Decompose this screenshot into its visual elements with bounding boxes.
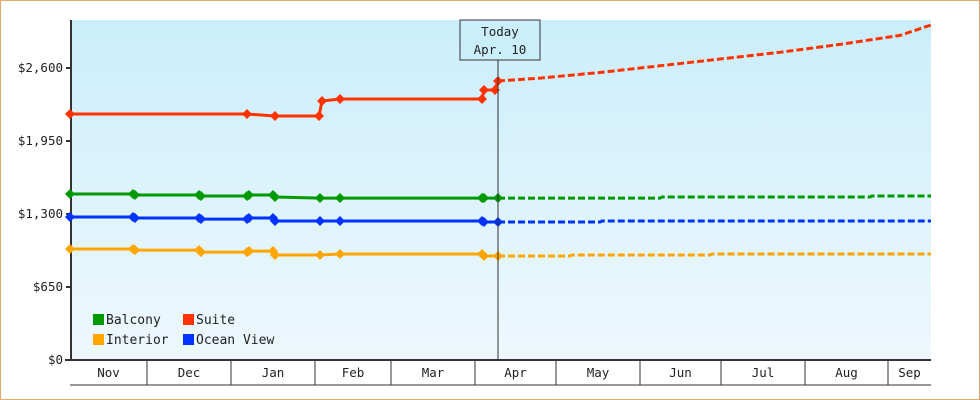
data-point[interactable] — [270, 192, 280, 203]
data-point[interactable] — [317, 96, 327, 107]
data-point[interactable] — [479, 193, 489, 204]
data-point[interactable] — [65, 109, 75, 120]
data-point[interactable] — [335, 248, 345, 259]
plot-area — [71, 20, 931, 360]
forecast-line — [498, 252, 931, 258]
today-label: Today — [481, 24, 519, 39]
legend-swatch-icon — [183, 334, 194, 345]
legend-swatch-icon — [93, 314, 104, 325]
data-point[interactable] — [244, 246, 254, 257]
series-ocean-view — [65, 212, 931, 227]
data-point[interactable] — [315, 249, 325, 260]
data-point[interactable] — [270, 215, 280, 226]
month-label-apr: Apr — [504, 365, 527, 380]
data-point[interactable] — [244, 190, 254, 201]
month-label-aug: Aug — [835, 365, 858, 380]
month-label-jun: Jun — [669, 365, 692, 380]
y-tick-label: $1,300 — [18, 206, 63, 221]
data-point[interactable] — [315, 193, 325, 204]
legend-item-balcony[interactable]: Balcony — [93, 313, 161, 328]
data-point[interactable] — [335, 93, 345, 104]
forecast-line — [498, 194, 931, 200]
data-point[interactable] — [196, 191, 206, 202]
data-point[interactable] — [479, 85, 489, 96]
data-point[interactable] — [242, 109, 252, 120]
data-point[interactable] — [479, 216, 489, 227]
y-tick-label: $1,950 — [18, 133, 63, 148]
data-point[interactable] — [477, 93, 487, 104]
month-label-jan: Jan — [262, 365, 285, 380]
data-point[interactable] — [335, 193, 345, 204]
data-point[interactable] — [65, 212, 75, 223]
forecast-line — [497, 23, 932, 83]
data-point[interactable] — [335, 215, 345, 226]
month-label-may: May — [587, 365, 610, 380]
series-balcony — [65, 189, 931, 204]
data-point[interactable] — [130, 213, 140, 224]
data-point[interactable] — [130, 190, 140, 201]
data-point[interactable] — [244, 213, 254, 224]
data-point[interactable] — [65, 244, 75, 255]
legend-item-suite[interactable]: Suite — [183, 313, 235, 328]
data-point[interactable] — [130, 245, 140, 256]
data-point[interactable] — [314, 110, 324, 121]
y-tick-label: $0 — [48, 352, 63, 367]
month-label-dec: Dec — [178, 365, 201, 380]
legend-label: Interior — [106, 333, 169, 348]
legend: Balcony Suite Interior Ocean View — [93, 313, 274, 348]
y-axis: $0 $650 $1,300 $1,950 $2,600 — [18, 20, 72, 367]
data-point[interactable] — [479, 251, 489, 262]
legend-item-ocean-view[interactable]: Ocean View — [183, 333, 274, 348]
legend-label: Suite — [196, 313, 235, 328]
y-tick-label: $650 — [33, 279, 63, 294]
legend-label: Ocean View — [196, 333, 274, 348]
month-label-jul: Jul — [752, 365, 775, 380]
data-point[interactable] — [196, 247, 206, 258]
legend-item-interior[interactable]: Interior — [93, 333, 169, 348]
data-point[interactable] — [270, 249, 280, 260]
y-tick-label: $2,600 — [18, 60, 63, 75]
today-marker: Today Apr. 10 — [459, 19, 541, 360]
data-point[interactable] — [196, 214, 206, 225]
forecast-line — [498, 219, 931, 224]
month-label-sep: Sep — [898, 365, 921, 380]
month-label-nov: Nov — [97, 365, 120, 380]
month-label-feb: Feb — [342, 365, 365, 380]
data-point[interactable] — [315, 215, 325, 226]
series-interior — [65, 244, 931, 262]
today-date: Apr. 10 — [474, 42, 527, 57]
today-callout — [459, 19, 541, 61]
legend-swatch-icon — [183, 314, 194, 325]
data-point[interactable] — [270, 110, 280, 121]
x-axis: Nov Dec Jan Feb Mar Apr May Jun Jul Aug Sep — [65, 359, 931, 386]
month-label-mar: Mar — [422, 365, 445, 380]
legend-swatch-icon — [93, 334, 104, 345]
legend-label: Balcony — [106, 313, 161, 328]
data-point[interactable] — [65, 189, 75, 200]
